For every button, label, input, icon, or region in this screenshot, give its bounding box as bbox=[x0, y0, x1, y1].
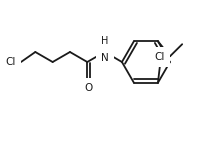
Text: Cl: Cl bbox=[155, 52, 165, 62]
Text: H: H bbox=[101, 36, 108, 46]
Text: N: N bbox=[101, 53, 108, 63]
Text: Cl: Cl bbox=[6, 57, 16, 67]
Text: O: O bbox=[84, 83, 92, 93]
